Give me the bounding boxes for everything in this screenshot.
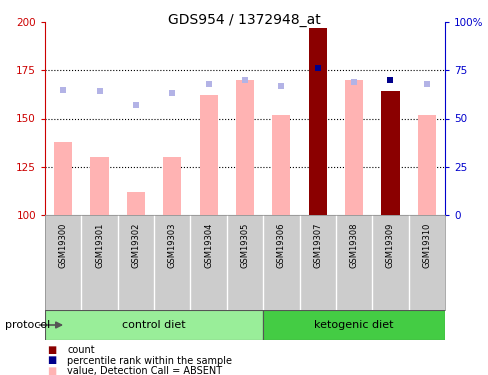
Bar: [345, 80, 363, 215]
Bar: [417, 115, 435, 215]
Bar: [272, 115, 290, 215]
Text: GSM19304: GSM19304: [203, 223, 213, 268]
Bar: [163, 157, 181, 215]
Text: GSM19307: GSM19307: [313, 223, 322, 268]
Bar: [199, 95, 217, 215]
Text: GSM19303: GSM19303: [167, 223, 176, 268]
Text: ketogenic diet: ketogenic diet: [314, 320, 393, 330]
Text: count: count: [67, 345, 95, 355]
Text: protocol: protocol: [5, 320, 50, 330]
Text: GSM19306: GSM19306: [276, 223, 285, 268]
Text: ■: ■: [47, 366, 57, 375]
Text: GSM19301: GSM19301: [95, 223, 104, 268]
Text: GSM19305: GSM19305: [240, 223, 249, 268]
FancyBboxPatch shape: [45, 310, 263, 340]
Bar: [235, 80, 254, 215]
Bar: [90, 157, 108, 215]
Text: GSM19310: GSM19310: [422, 223, 430, 268]
Text: value, Detection Call = ABSENT: value, Detection Call = ABSENT: [67, 366, 222, 375]
Text: control diet: control diet: [122, 320, 185, 330]
Text: GSM19300: GSM19300: [59, 223, 67, 268]
Bar: [54, 142, 72, 215]
Text: GDS954 / 1372948_at: GDS954 / 1372948_at: [168, 13, 320, 27]
FancyBboxPatch shape: [263, 310, 444, 340]
Bar: [126, 192, 145, 215]
Text: GSM19309: GSM19309: [385, 223, 394, 268]
Text: GSM19308: GSM19308: [349, 223, 358, 268]
Bar: [381, 92, 399, 215]
Text: percentile rank within the sample: percentile rank within the sample: [67, 356, 231, 366]
Bar: [308, 28, 326, 215]
Text: GSM19302: GSM19302: [131, 223, 140, 268]
Text: ■: ■: [47, 356, 57, 366]
Text: ■: ■: [47, 345, 57, 355]
